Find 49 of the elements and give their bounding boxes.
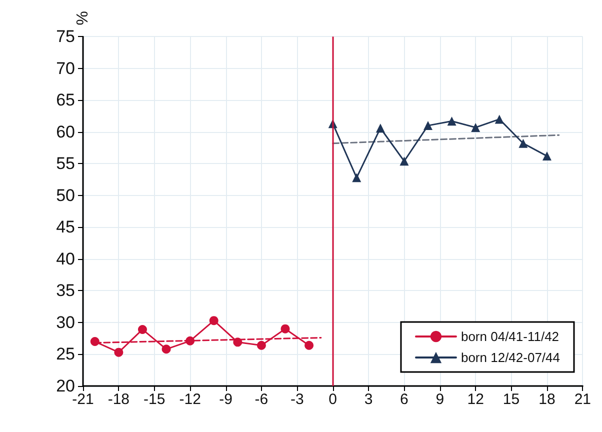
x-tick-label: 21 bbox=[574, 391, 591, 408]
legend-label: born 12/42-07/44 bbox=[460, 350, 560, 365]
y-tick-label: 55 bbox=[56, 154, 75, 174]
y-tick-label: 25 bbox=[56, 344, 75, 364]
point bbox=[471, 122, 480, 132]
point bbox=[518, 138, 528, 148]
x-tick-label: 18 bbox=[538, 391, 556, 408]
point bbox=[352, 173, 362, 182]
y-tick-label: 65 bbox=[56, 90, 75, 110]
x-tick-label: -9 bbox=[219, 391, 232, 408]
x-tick-label: -18 bbox=[108, 391, 130, 408]
point bbox=[114, 348, 124, 357]
y-tick-label: 70 bbox=[56, 58, 75, 78]
point bbox=[280, 324, 290, 334]
x-tick-label: -3 bbox=[290, 391, 304, 408]
x-tick-label: -21 bbox=[72, 391, 94, 408]
x-tick-label: -6 bbox=[254, 391, 268, 408]
y-tick-label: 35 bbox=[56, 281, 75, 300]
point bbox=[162, 344, 171, 354]
x-tick-label: 9 bbox=[436, 391, 444, 408]
point bbox=[186, 336, 195, 346]
legend-label: born 04/41-11/42 bbox=[460, 329, 560, 344]
x-tick-label: 6 bbox=[400, 391, 408, 408]
point bbox=[376, 124, 385, 133]
point bbox=[494, 114, 504, 124]
y-tick-label: 75 bbox=[56, 27, 75, 46]
point bbox=[304, 340, 314, 350]
x-tick-label: 0 bbox=[328, 391, 337, 408]
point bbox=[424, 121, 432, 130]
point bbox=[256, 340, 266, 350]
y-tick-label: 60 bbox=[56, 122, 75, 142]
point bbox=[542, 152, 552, 161]
y-tick-label: 20 bbox=[56, 376, 75, 396]
point bbox=[400, 156, 409, 166]
y-tick-label: 40 bbox=[56, 249, 75, 268]
y-tick-label: 45 bbox=[56, 218, 75, 237]
point bbox=[447, 116, 456, 126]
x-tick-label: 15 bbox=[502, 391, 520, 408]
point bbox=[90, 337, 100, 346]
point bbox=[209, 316, 218, 326]
point bbox=[233, 338, 242, 347]
x-tick-label: 12 bbox=[467, 391, 484, 408]
y-tick-label: 50 bbox=[56, 186, 75, 205]
y-tick-label: 30 bbox=[56, 312, 75, 332]
x-tick-label: -12 bbox=[179, 391, 201, 408]
y-axis-title: % bbox=[74, 11, 92, 26]
x-tick-label: -15 bbox=[144, 391, 166, 408]
x-tick-label: 3 bbox=[364, 391, 373, 408]
point bbox=[138, 324, 147, 334]
